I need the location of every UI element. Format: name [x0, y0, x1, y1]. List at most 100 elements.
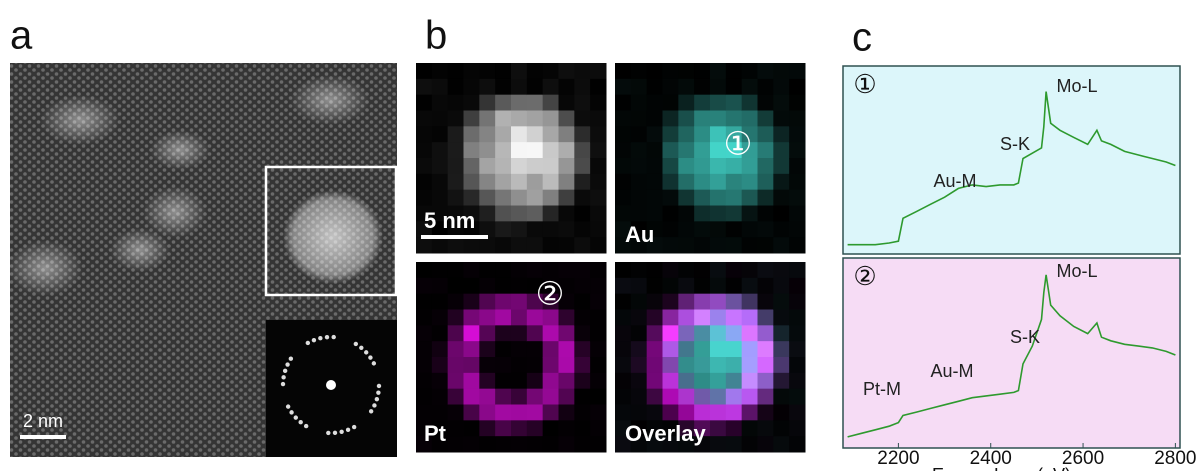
- map-pixel: [631, 142, 647, 158]
- map-pixel: [543, 63, 559, 79]
- panel-label: b: [425, 14, 447, 58]
- edge-label: Mo-L: [1056, 261, 1097, 281]
- map-pixel: [574, 206, 590, 222]
- map-pixel: [574, 111, 590, 127]
- map-pixel: [631, 63, 647, 79]
- map-pixel: [663, 341, 679, 357]
- fft-spot: [377, 384, 381, 388]
- edge-label: S-K: [1000, 134, 1030, 154]
- map-pixel: [773, 237, 789, 253]
- map-pixel: [559, 389, 575, 405]
- map-pixel: [574, 325, 590, 341]
- spectrum-number: ②: [853, 261, 876, 291]
- map-pixel: [543, 206, 559, 222]
- map-pixel: [773, 373, 789, 389]
- map-pixel: [543, 190, 559, 206]
- map-pixel: [678, 79, 694, 95]
- map-pixel: [448, 341, 464, 357]
- map-pixel: [631, 278, 647, 294]
- map-pixel: [647, 126, 663, 142]
- map-pixel: [726, 63, 742, 79]
- map-pixel: [694, 79, 710, 95]
- map-pixel: [511, 310, 527, 326]
- map-pixel: [678, 389, 694, 405]
- map-pixel: [678, 63, 694, 79]
- map-pixel: [678, 158, 694, 174]
- map-pixel: [559, 357, 575, 373]
- fft-spot: [289, 410, 293, 414]
- map-pixel: [527, 190, 543, 206]
- map-pixel: [789, 158, 805, 174]
- edge-label: S-K: [1010, 327, 1040, 347]
- map-pixel: [479, 206, 495, 222]
- map-pixel: [726, 206, 742, 222]
- map-pixel: [527, 357, 543, 373]
- map-pixel: [726, 357, 742, 373]
- edge-label: Mo-L: [1056, 76, 1097, 96]
- map-pixel: [758, 190, 774, 206]
- map-pixel: [574, 310, 590, 326]
- map-pixel: [559, 221, 575, 237]
- map-pixel: [543, 79, 559, 95]
- map-pixel: [432, 79, 448, 95]
- fft-spot: [368, 355, 372, 359]
- fft-spot: [364, 350, 368, 354]
- map-pixel: [631, 310, 647, 326]
- map-pixel: [416, 126, 432, 142]
- fft-spot: [352, 425, 356, 429]
- fft-spot: [354, 342, 358, 346]
- fft-spot: [372, 403, 376, 407]
- map-pixel: [758, 79, 774, 95]
- map-pixel: [559, 95, 575, 111]
- map-pixel: [432, 63, 448, 79]
- map-pixel: [590, 237, 606, 253]
- map-pixel: [590, 111, 606, 127]
- plot-area: [843, 66, 1180, 254]
- map-pixel: [543, 405, 559, 421]
- map-pixel: [495, 341, 511, 357]
- map-pixel: [678, 294, 694, 310]
- map-pixel: [615, 126, 631, 142]
- map-pixel: [511, 111, 527, 127]
- map-pixel: [742, 436, 758, 452]
- map-pixel: [726, 111, 742, 127]
- map-pixel: [527, 142, 543, 158]
- map-pixel: [726, 174, 742, 190]
- map-pixel: [559, 142, 575, 158]
- map-pixel: [789, 310, 805, 326]
- plot-area: [843, 258, 1180, 448]
- map-pixel: [710, 174, 726, 190]
- map-pixel: [678, 237, 694, 253]
- map-pixel: [479, 79, 495, 95]
- map-pixel: [726, 341, 742, 357]
- map-pixel: [631, 357, 647, 373]
- fft-spot: [285, 362, 289, 366]
- map-pixel: [615, 206, 631, 222]
- map-pixel: [464, 126, 480, 142]
- map-pixel: [495, 405, 511, 421]
- map-pixel: [448, 95, 464, 111]
- panel-label: c: [852, 16, 872, 60]
- map-pixel: [416, 341, 432, 357]
- map-pixel: [710, 262, 726, 278]
- map-pixel: [773, 126, 789, 142]
- map-pixel: [663, 111, 679, 127]
- map-pixel: [710, 389, 726, 405]
- map-pixel: [678, 221, 694, 237]
- map-pixel: [416, 357, 432, 373]
- map-pixel: [758, 325, 774, 341]
- map-pixel: [663, 405, 679, 421]
- map-pixel: [758, 158, 774, 174]
- map-pixel: [773, 95, 789, 111]
- map-pixel: [647, 262, 663, 278]
- map-pixel: [615, 262, 631, 278]
- map-pixel: [726, 310, 742, 326]
- map-pixel: [758, 142, 774, 158]
- map-pixel: [758, 95, 774, 111]
- map-pixel: [559, 341, 575, 357]
- map-pixel: [647, 325, 663, 341]
- map-pixel: [559, 420, 575, 436]
- map-pixel: [479, 63, 495, 79]
- map-pixel: [495, 436, 511, 452]
- map-pixel: [432, 237, 448, 253]
